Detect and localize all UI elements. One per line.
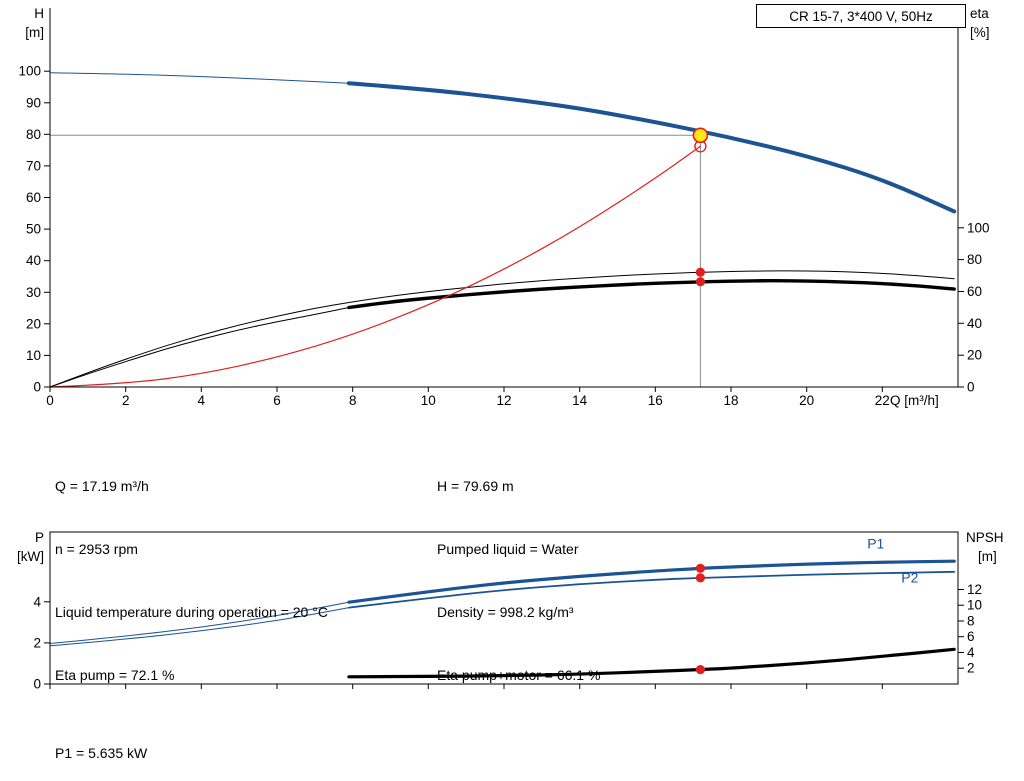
p2-dot: [695, 573, 706, 583]
result-eta-pump: Eta pump = 72.1 %: [55, 667, 175, 683]
tick-label: 0: [33, 677, 41, 692]
p-axis-label-line1: P: [34, 530, 44, 545]
p1-curve-thin: [49, 601, 350, 644]
npsh-dot: [695, 665, 706, 675]
tick-label: 60: [967, 284, 982, 299]
tick-label: 10: [421, 393, 436, 408]
tick-label: 20: [799, 393, 814, 408]
tick-label: 0: [33, 380, 41, 395]
tick-label: 50: [26, 222, 41, 237]
tick-label: 2: [33, 635, 41, 650]
duty-point-marker[interactable]: [692, 127, 709, 144]
result-head: H = 79.69 m: [437, 478, 514, 494]
tick-label: 80: [26, 127, 41, 142]
tick-label: 2: [967, 661, 975, 676]
tick-label: 12: [496, 393, 511, 408]
axis-frame: [44, 531, 964, 689]
power-results: P1 = 5.635 kW P2 = 5.167 kW NPSH = 1.83 …: [55, 701, 153, 781]
tick-label: 100: [18, 64, 41, 79]
x-axis-label: Q [m³/h]: [890, 393, 939, 408]
pump-curve: [346, 81, 957, 214]
eta-pump-motor-curve: [347, 279, 956, 310]
tick-label: 60: [26, 190, 41, 205]
p2-curve-thin: [49, 607, 350, 647]
eta-pump-curve: [49, 270, 955, 388]
pump-curve-thin: [49, 72, 350, 84]
duty-results-right: H = 79.69 m Pumped liquid = Water Densit…: [437, 434, 600, 728]
tick-label: 4: [967, 645, 975, 660]
h-axis-label-line2: [m]: [25, 25, 44, 40]
tick-label: 10: [26, 348, 41, 363]
tick-label: 8: [349, 393, 357, 408]
p2-curve-label: P2: [901, 569, 918, 585]
eta-axis-label: eta [%]: [970, 4, 1020, 42]
h-axis-label-line1: H: [34, 6, 44, 21]
p1-curve: [347, 559, 956, 604]
tick-label: 22: [875, 393, 890, 408]
qh-eta-chart: 0 2 4 6 8 10 12 14 16 18 20 22 0 10 20 30 40 50 60 70 80 90 10…: [18, 8, 990, 408]
npsh-axis-label-line2: [m]: [978, 549, 997, 564]
result-p1: P1 = 5.635 kW: [55, 745, 148, 761]
eta-pump-motor-curve-thin: [49, 307, 350, 388]
tick-label: 10: [967, 598, 982, 613]
tick-label: 12: [967, 582, 982, 597]
eta-axis-label-line2: [%]: [970, 25, 990, 40]
tick-label: 6: [967, 629, 975, 644]
axis-frame: [44, 8, 964, 392]
tick-label: 0: [967, 380, 975, 395]
duty-crosshair: [50, 134, 701, 387]
tick-label: 90: [26, 95, 41, 110]
npsh-curve: [347, 647, 956, 679]
eta-axis-label-line1: eta: [970, 6, 989, 21]
eta-pump-dot: [695, 267, 706, 277]
tick-label: 8: [967, 614, 975, 629]
tick-label: 2: [122, 393, 130, 408]
tick-label: 6: [273, 393, 281, 408]
pump-title-box: CR 15-7, 3*400 V, 50Hz: [756, 4, 966, 28]
npsh-axis-label-line1: NPSH: [966, 530, 1004, 545]
tick-label: 30: [26, 285, 41, 300]
tick-label: 80: [967, 252, 982, 267]
result-speed: n = 2953 rpm: [55, 541, 138, 557]
p-axis-label-line2: [kW]: [17, 549, 44, 564]
tick-label: 100: [967, 220, 990, 235]
duty-results-left: Q = 17.19 m³/h n = 2953 rpm Liquid tempe…: [55, 434, 328, 728]
tick-label: 4: [198, 393, 206, 408]
tick-label: 20: [967, 348, 982, 363]
tick-label: 14: [572, 393, 588, 408]
p2-curve: [348, 570, 956, 609]
npsh-axis-label: NPSH [m]: [966, 528, 1022, 566]
tick-label: 40: [967, 316, 982, 331]
system-curve: [49, 145, 701, 388]
tick-label: 4: [33, 594, 41, 609]
eta-pump-motor-dot: [695, 277, 706, 287]
h-axis-label: H [m]: [4, 4, 44, 42]
tick-label: 16: [648, 393, 663, 408]
p1-dot: [695, 563, 706, 573]
tick-label: 40: [26, 253, 41, 268]
result-liquid-temp: Liquid temperature during operation = 20…: [55, 604, 328, 620]
p1-curve-label: P1: [867, 535, 884, 551]
result-eta-pump-motor: Eta pump+motor = 66.1 %: [437, 667, 601, 683]
tick-label: 20: [26, 316, 41, 331]
tick-label: 0: [46, 393, 54, 408]
tick-label: 70: [26, 158, 41, 173]
result-flow: Q = 17.19 m³/h: [55, 478, 149, 494]
result-density: Density = 998.2 kg/m³: [437, 604, 574, 620]
tick-label: 18: [723, 393, 738, 408]
result-pumped-liquid: Pumped liquid = Water: [437, 541, 579, 557]
p-axis-label: P [kW]: [4, 528, 44, 566]
